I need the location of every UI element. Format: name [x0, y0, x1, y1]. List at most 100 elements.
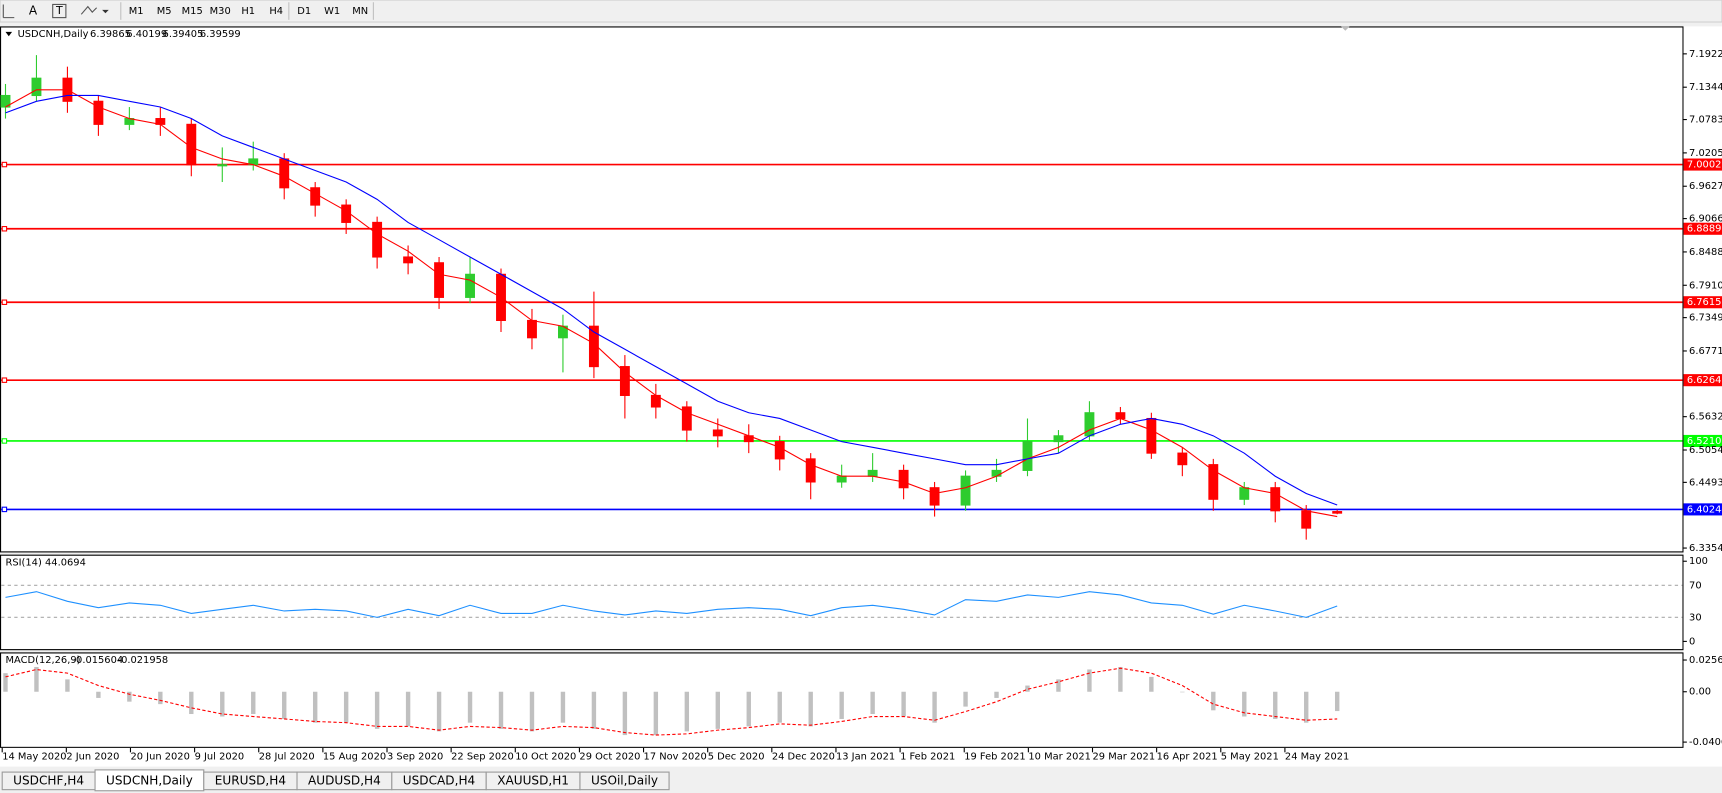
date-label: 3 Sep 2020 — [387, 752, 443, 763]
low-value: 6.39405 — [163, 29, 204, 40]
tab-label[interactable]: USDCNH,Daily — [106, 773, 193, 787]
macd-histogram-bar — [3, 673, 8, 692]
macd-histogram-bar — [529, 691, 535, 732]
dropdown-arrow[interactable] — [102, 9, 109, 14]
macd-histogram-bar — [684, 691, 690, 732]
shift-marker[interactable] — [1340, 26, 1350, 31]
timeframe-button[interactable]: H4 — [269, 6, 283, 17]
date-label: 9 Jul 2020 — [195, 752, 245, 763]
macd-histogram-bar — [436, 691, 442, 732]
tab-label[interactable]: XAUUSD,H1 — [497, 773, 569, 787]
price-tick-label: 6.50540 — [1689, 445, 1722, 456]
price-tick-label: 6.67710 — [1689, 346, 1722, 357]
macd-histogram-bar — [622, 691, 628, 736]
date-label: 29 Mar 2021 — [1093, 752, 1156, 763]
level-price-label: 6.88897 — [1687, 224, 1722, 235]
date-label: 1 Feb 2021 — [900, 752, 955, 763]
tab-label[interactable]: AUDUSD,H4 — [308, 773, 381, 787]
candle-body — [31, 77, 42, 97]
macd-histogram-bar — [1149, 676, 1154, 692]
candle-body — [1208, 464, 1219, 500]
candle-body — [867, 469, 878, 477]
timeframe-button[interactable]: M5 — [157, 6, 172, 17]
timeframe-button[interactable]: MN — [352, 6, 368, 17]
macd-histogram-bar — [560, 691, 566, 723]
level-price-label: 7.00029 — [1687, 160, 1722, 171]
macd-histogram-bar — [467, 691, 473, 723]
macd-histogram-bar — [158, 691, 163, 705]
candle-body — [1115, 412, 1126, 420]
shapes-tool[interactable] — [80, 5, 98, 15]
rsi-tick-label: 0 — [1689, 636, 1695, 647]
macd-histogram-bar — [127, 691, 132, 702]
macd-signal-value: -0.021958 — [118, 655, 169, 666]
macd-tick-label: -0.04068 — [1689, 737, 1722, 748]
close-value: 6.39599 — [200, 29, 241, 40]
macd-histogram-bar — [1118, 666, 1123, 692]
candle-body — [1270, 487, 1281, 512]
macd-histogram-bar — [591, 691, 597, 729]
rsi-tick-label: 70 — [1689, 580, 1702, 591]
timeframe-button[interactable]: H1 — [241, 6, 255, 17]
candle-body — [93, 100, 104, 125]
level-handle — [1, 438, 8, 444]
macd-histogram-bar — [65, 679, 70, 692]
timeframe-button[interactable]: M1 — [129, 6, 144, 17]
candle-body — [619, 366, 630, 396]
macd-histogram-bar — [1056, 679, 1061, 692]
date-label: 29 Oct 2020 — [579, 752, 640, 763]
time-axis — [0, 747, 1722, 767]
date-label: 19 Feb 2021 — [964, 752, 1025, 763]
tab[interactable] — [579, 771, 670, 791]
price-tick-label: 6.56320 — [1689, 412, 1722, 423]
macd-histogram-bar — [932, 691, 937, 723]
date-label: 5 May 2021 — [1221, 752, 1279, 763]
rsi-label: RSI(14) — [5, 557, 41, 568]
macd-histogram-bar — [220, 691, 225, 717]
tab-label[interactable]: EURUSD,H4 — [215, 773, 286, 787]
candle-body — [991, 469, 1002, 477]
tab-label[interactable]: USOil,Daily — [591, 773, 658, 787]
candle-body — [1022, 441, 1033, 471]
macd-histogram-bar — [901, 691, 906, 717]
timeframe-button[interactable]: M15 — [182, 6, 203, 17]
macd-histogram-bar — [189, 691, 194, 715]
candle-body — [712, 429, 723, 437]
macd-histogram-bar — [746, 691, 751, 727]
timeframe-button[interactable]: M30 — [210, 6, 231, 17]
crosshair-tool[interactable] — [2, 4, 15, 19]
date-label: 22 Sep 2020 — [451, 752, 514, 763]
candle-body — [681, 406, 692, 431]
macd-histogram-bar — [1087, 669, 1092, 692]
level-handle — [1, 377, 8, 383]
price-tick-label: 6.44930 — [1689, 477, 1722, 488]
label-tool[interactable]: T — [55, 4, 63, 17]
timeframe-button[interactable]: D1 — [297, 6, 311, 17]
rsi-pane — [0, 554, 1684, 651]
candle-body — [527, 319, 537, 339]
timeframe-button[interactable]: W1 — [324, 6, 340, 17]
label-tool-box[interactable] — [52, 3, 67, 19]
candle-body — [929, 487, 940, 506]
date-label: 2 Jun 2020 — [66, 752, 119, 763]
symbol-menu-arrow[interactable] — [5, 31, 13, 37]
date-label: 15 Aug 2020 — [323, 752, 386, 763]
date-label: 24 Dec 2020 — [772, 752, 835, 763]
price-axis — [1683, 26, 1722, 748]
candle-body — [1146, 417, 1157, 454]
date-label: 5 Dec 2020 — [708, 752, 765, 763]
candle-body — [805, 458, 816, 483]
macd-histogram-bar — [1180, 691, 1185, 693]
candle-body — [1332, 511, 1343, 514]
toolbar — [0, 0, 1722, 23]
date-label: 10 Oct 2020 — [515, 752, 576, 763]
level-price-box — [1683, 158, 1722, 171]
text-tool[interactable]: A — [29, 4, 38, 18]
candle-body — [0, 94, 11, 108]
tab-label[interactable]: USDCHF,H4 — [13, 773, 84, 787]
tab-label[interactable]: USDCAD,H4 — [403, 773, 475, 787]
macd-histogram-bar — [312, 691, 318, 723]
macd-histogram-bar — [343, 691, 349, 723]
date-label: 20 Jun 2020 — [130, 752, 189, 763]
